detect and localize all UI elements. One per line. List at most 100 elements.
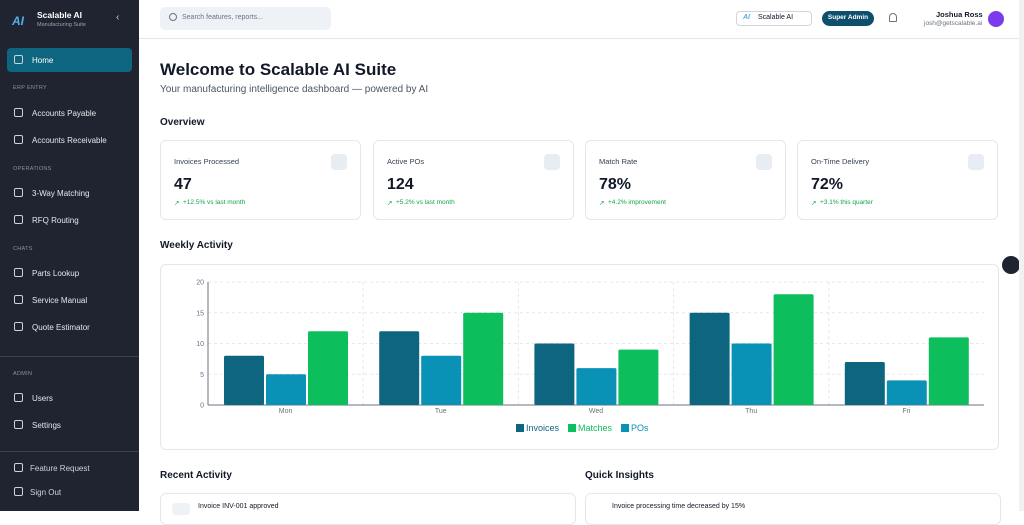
bar <box>731 343 772 405</box>
section-heading: Quick Insights <box>585 470 654 481</box>
divider <box>0 356 139 357</box>
x-tick-label: Thu <box>745 408 757 415</box>
bar <box>844 361 885 405</box>
search-placeholder: Search features, reports... <box>182 14 263 21</box>
stat-card: Invoices Processed 47 +12.5% vs last month… <box>160 140 361 220</box>
bar <box>534 343 575 405</box>
icon <box>14 463 23 472</box>
brand-subtitle: Manufacturing Suite <box>37 22 86 28</box>
role-badge <box>822 11 874 26</box>
section-label: ADMIN <box>13 371 33 377</box>
stat-change: +4.2% improvement <box>608 199 666 206</box>
icon <box>14 487 23 496</box>
nav-item[interactable]: Users <box>32 394 53 403</box>
legend-label: Matches <box>578 423 613 433</box>
stat-label: On-Time Delivery <box>811 157 870 166</box>
x-tick-label: Fri <box>902 408 911 415</box>
section-label: ERP ENTRY <box>13 85 47 91</box>
legend-label: POs <box>631 423 649 433</box>
legend-label: Invoices <box>526 423 560 433</box>
nav-item[interactable]: Settings <box>32 421 61 430</box>
trend-icon: ↗ <box>387 200 393 207</box>
legend-swatch <box>516 424 524 432</box>
stat-value: 78% <box>599 176 632 193</box>
bar <box>266 374 306 405</box>
bar <box>886 380 927 405</box>
stat-card: Active POs 124 +5.2% vs last month ↗ <box>373 140 574 220</box>
icon <box>14 420 23 429</box>
workspace-name: Scalable AI <box>758 14 794 21</box>
y-tick-label: 10 <box>196 341 204 348</box>
icon <box>14 215 23 224</box>
nav-item[interactable]: Accounts Payable <box>32 109 97 118</box>
workspace-selector[interactable] <box>736 11 812 26</box>
bar <box>689 312 730 405</box>
nav-item[interactable]: Home <box>32 56 54 65</box>
icon <box>14 108 23 117</box>
bar <box>463 312 504 405</box>
user-email: josh@getscalable.ai <box>924 20 983 27</box>
nav-item[interactable]: Quote Estimator <box>32 323 90 332</box>
nav-item[interactable]: Sign Out <box>30 488 62 497</box>
stat-label: Match Rate <box>599 157 638 166</box>
section-heading: Overview <box>160 117 205 128</box>
nav-item[interactable]: Parts Lookup <box>32 269 80 278</box>
chart: 0 5 10 15 20 Mon Tue Wed Thu Fri Invoices Matches PO… <box>196 280 984 433</box>
x-tick-label: Tue <box>435 408 447 415</box>
x-tick-label: Wed <box>589 408 603 415</box>
brand-name: Scalable AI <box>37 10 83 20</box>
notifications[interactable] <box>889 13 897 22</box>
nav-item[interactable]: Accounts Receivable <box>32 136 107 145</box>
trend-icon: ↗ <box>811 200 817 207</box>
stat-value: 124 <box>387 176 414 193</box>
stat-card: On-Time Delivery 72% +3.1% this quarter ↗ <box>797 140 998 220</box>
icon <box>14 322 23 331</box>
home-nav[interactable] <box>7 48 132 72</box>
stat-icon <box>756 154 772 170</box>
legend-swatch <box>568 424 577 432</box>
stat-icon <box>331 154 347 170</box>
nav-item[interactable]: 3-Way Matching <box>32 189 90 198</box>
section-heading: Recent Activity <box>160 470 232 481</box>
search-icon <box>169 13 177 21</box>
icon <box>14 295 23 304</box>
stat-icon <box>968 154 984 170</box>
bar <box>308 331 348 405</box>
x-tick-label: Mon <box>279 408 293 415</box>
activity-item: Invoice INV-001 approved <box>198 503 279 510</box>
nav-item[interactable]: RFQ Routing <box>32 216 79 225</box>
logo: AI <box>12 14 24 28</box>
bar <box>224 355 264 405</box>
bar <box>618 349 659 405</box>
section-label: OPERATIONS <box>13 166 52 172</box>
floating-button[interactable] <box>1002 256 1020 274</box>
stat-change: +12.5% vs last month <box>183 199 246 206</box>
insight-item: Invoice processing time decreased by 15% <box>612 503 746 510</box>
nav-item[interactable]: Service Manual <box>32 296 88 305</box>
stat-card: Match Rate 78% +4.2% improvement ↗ <box>585 140 786 220</box>
bar <box>773 294 814 405</box>
section-heading: Weekly Activity <box>160 240 233 251</box>
avatar[interactable] <box>988 11 1004 27</box>
icon <box>14 135 23 144</box>
stat-value: 72% <box>811 176 844 193</box>
nav-item[interactable]: Feature Request <box>30 464 90 473</box>
bar <box>576 368 617 405</box>
bar <box>421 355 462 405</box>
scrollbar <box>1019 0 1024 511</box>
icon <box>14 268 23 277</box>
role-label: Super Admin <box>827 14 869 21</box>
divider <box>0 451 139 452</box>
section-label: CHATS <box>13 246 33 252</box>
y-tick-label: 0 <box>200 403 204 410</box>
page-title: Welcome to Scalable AI Suite <box>160 60 397 79</box>
legend-swatch <box>621 424 630 432</box>
icon <box>14 393 23 402</box>
stat-change: +5.2% vs last month <box>396 199 455 206</box>
y-tick-label: 20 <box>196 280 204 287</box>
search-box[interactable] <box>160 7 331 30</box>
icon <box>14 55 23 64</box>
collapse-button[interactable]: ‹ <box>116 12 120 23</box>
user-name: Joshua Ross <box>936 10 983 19</box>
